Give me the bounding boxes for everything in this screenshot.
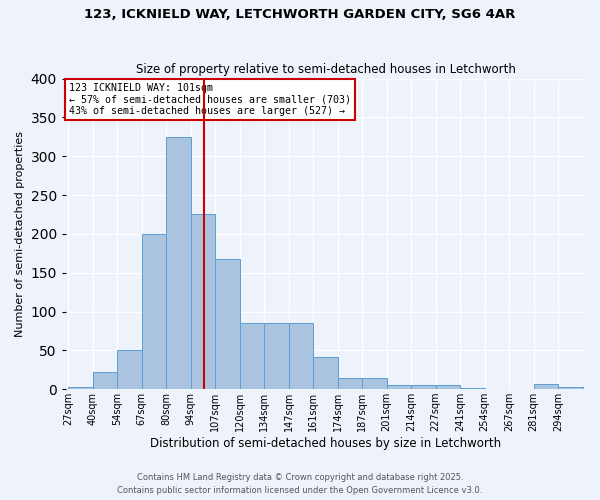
Bar xyxy=(68,387,93,389)
Text: 123, ICKNIELD WAY, LETCHWORTH GARDEN CITY, SG6 4AR: 123, ICKNIELD WAY, LETCHWORTH GARDEN CIT… xyxy=(85,8,515,20)
Bar xyxy=(93,372,118,389)
Bar xyxy=(533,384,558,389)
Bar xyxy=(264,323,289,389)
Bar xyxy=(313,356,338,389)
Y-axis label: Number of semi-detached properties: Number of semi-detached properties xyxy=(15,131,25,337)
Title: Size of property relative to semi-detached houses in Letchworth: Size of property relative to semi-detach… xyxy=(136,63,515,76)
Bar xyxy=(362,378,386,389)
Bar xyxy=(289,323,313,389)
Text: 123 ICKNIELD WAY: 101sqm
← 57% of semi-detached houses are smaller (703)
43% of : 123 ICKNIELD WAY: 101sqm ← 57% of semi-d… xyxy=(68,83,350,116)
Bar xyxy=(436,386,460,389)
X-axis label: Distribution of semi-detached houses by size in Letchworth: Distribution of semi-detached houses by … xyxy=(150,437,501,450)
Bar xyxy=(240,323,264,389)
Bar xyxy=(142,234,166,389)
Bar xyxy=(191,214,215,389)
Bar xyxy=(386,386,411,389)
Bar xyxy=(215,258,240,389)
Bar xyxy=(558,387,583,389)
Bar xyxy=(338,378,362,389)
Text: Contains HM Land Registry data © Crown copyright and database right 2025.
Contai: Contains HM Land Registry data © Crown c… xyxy=(118,474,482,495)
Bar xyxy=(118,350,142,389)
Bar xyxy=(460,388,485,389)
Bar xyxy=(166,137,191,389)
Bar xyxy=(411,386,436,389)
